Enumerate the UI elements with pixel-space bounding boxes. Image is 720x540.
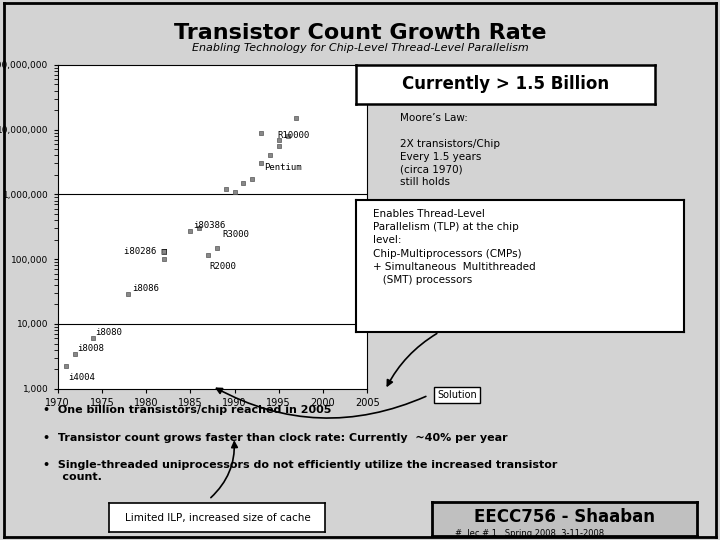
Text: R3000: R3000 (222, 230, 249, 239)
Text: i80286 □: i80286 □ (124, 246, 167, 255)
Text: Limited ILP, increased size of cache: Limited ILP, increased size of cache (125, 513, 310, 523)
Text: Moore’s Law:

2X transistors/Chip
Every 1.5 years
(circa 1970)
still holds: Moore’s Law: 2X transistors/Chip Every 1… (400, 113, 500, 187)
Text: i80386: i80386 (193, 221, 225, 230)
Text: i8080: i8080 (96, 328, 122, 337)
Text: •  Single-threaded uniprocessors do not efficiently utilize the increased transi: • Single-threaded uniprocessors do not e… (43, 460, 557, 482)
Text: i4004: i4004 (68, 373, 95, 382)
Text: Enabling Technology for Chip-Level Thread-Level Parallelism: Enabling Technology for Chip-Level Threa… (192, 43, 528, 52)
Text: Pentium: Pentium (264, 163, 302, 172)
Text: Enables Thread-Level
Parallelism (TLP) at the chip
level:
Chip-Multiprocessors (: Enables Thread-Level Parallelism (TLP) a… (373, 209, 536, 285)
Text: R10000: R10000 (277, 131, 309, 140)
Text: i8008: i8008 (77, 344, 104, 353)
Text: Transistor Count Growth Rate: Transistor Count Growth Rate (174, 23, 546, 44)
Text: i8086: i8086 (132, 285, 159, 293)
Text: •  Transistor count grows faster than clock rate: Currently  ~40% per year: • Transistor count grows faster than clo… (43, 433, 508, 443)
Text: •  One billion transistors/chip reached in 2005: • One billion transistors/chip reached i… (43, 405, 332, 415)
Text: R2000: R2000 (210, 262, 237, 272)
Text: Currently > 1.5 Billion: Currently > 1.5 Billion (402, 75, 609, 93)
Text: Solution: Solution (437, 390, 477, 400)
Text: #  lec # 1   Spring 2008  3-11-2008: # lec # 1 Spring 2008 3-11-2008 (454, 529, 604, 538)
Text: EECC756 - Shaaban: EECC756 - Shaaban (474, 508, 655, 526)
